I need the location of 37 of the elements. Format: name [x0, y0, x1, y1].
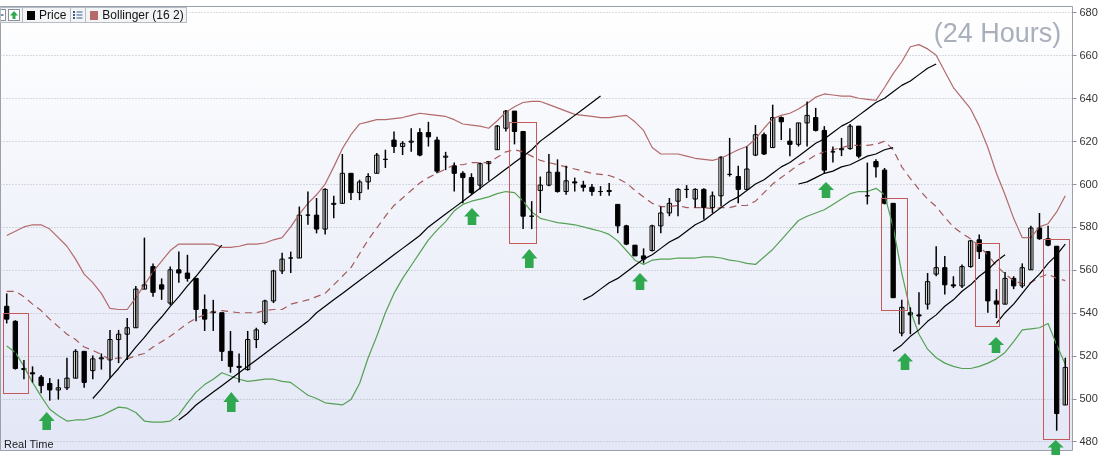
candlestick	[442, 151, 449, 171]
legend-label: Bollinger (16 2)	[102, 8, 184, 22]
candlestick	[916, 291, 922, 326]
candlestick	[890, 202, 896, 299]
y-tick-label: 660	[1079, 48, 1098, 61]
y-tick-label: 560	[1079, 263, 1098, 276]
annotation: Real Time	[4, 438, 54, 451]
y-tick-label: 620	[1079, 134, 1098, 147]
y-tick-label: 520	[1079, 349, 1098, 362]
y-tick-label: 500	[1079, 392, 1098, 405]
candlestick	[494, 124, 500, 151]
legend-label: Price	[39, 8, 67, 22]
y-tick-label: 480	[1079, 434, 1098, 447]
candlestick	[778, 115, 784, 141]
line-series	[178, 95, 602, 421]
candlestick	[993, 288, 1000, 319]
y-tick-label: 640	[1079, 91, 1098, 104]
candlestick	[1062, 357, 1068, 406]
y-tick-label: 540	[1079, 306, 1098, 319]
line-series	[892, 254, 1006, 352]
candlestick	[632, 244, 638, 257]
line-series	[92, 244, 223, 400]
candlestick	[176, 250, 182, 284]
line-series	[6, 140, 1066, 361]
candlestick	[47, 377, 53, 402]
candlestick	[787, 127, 793, 157]
candlestick	[1019, 262, 1025, 289]
candlestick	[813, 107, 819, 133]
y-tick-label: 600	[1079, 177, 1098, 190]
chart-title: (24 Hours)	[933, 18, 1062, 48]
line-series	[582, 63, 937, 301]
candlestick	[55, 378, 61, 401]
y-tick-label: 580	[1079, 220, 1098, 233]
line-series	[6, 187, 1066, 423]
y-tick-label: 680	[1079, 5, 1098, 18]
candlestick	[408, 127, 414, 153]
candlestick	[253, 326, 259, 349]
